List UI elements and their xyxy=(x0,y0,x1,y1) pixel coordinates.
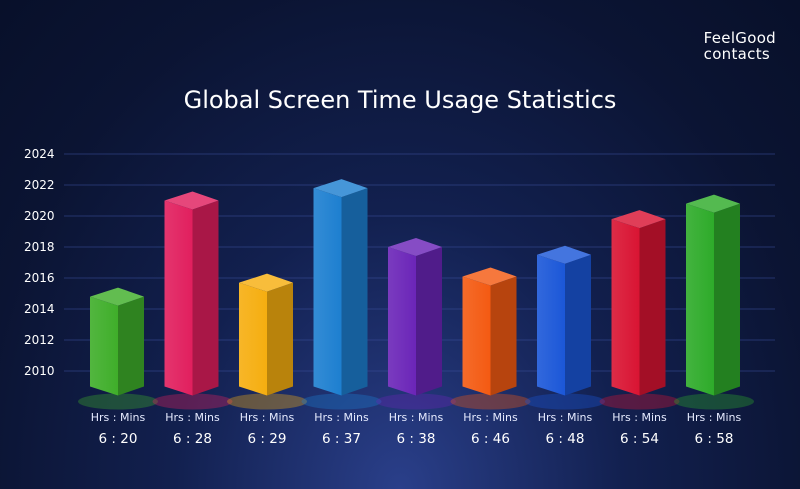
bar-category-label: 6 : 38 xyxy=(397,431,436,447)
bar-category-label: 6 : 29 xyxy=(248,431,287,447)
bar-unit-label: Hrs : Mins xyxy=(463,411,518,424)
bar-top-face xyxy=(537,245,591,264)
bar-unit-label: Hrs : Mins xyxy=(314,411,369,424)
bar-top-face xyxy=(164,191,219,210)
bar-front-face xyxy=(239,282,267,396)
y-tick-label: 2016 xyxy=(24,271,55,285)
bar-glow xyxy=(227,393,307,410)
bar-category-label: 6 : 28 xyxy=(173,431,212,447)
bar xyxy=(376,238,456,410)
y-tick-label: 2012 xyxy=(24,333,55,347)
bar-glow xyxy=(525,393,605,410)
bar-category-label: 6 : 54 xyxy=(620,431,659,447)
bar-side-face xyxy=(267,282,293,396)
bar-category-label: 6 : 20 xyxy=(99,431,138,447)
bar-category-label: 6 : 48 xyxy=(546,431,585,447)
bar-glow xyxy=(301,393,382,410)
bar-unit-label: Hrs : Mins xyxy=(612,411,667,424)
y-axis: 2024 2022 2020 2018 2016 2014 2012 2010 xyxy=(24,147,55,378)
bar-unit-label: Hrs : Mins xyxy=(240,411,295,424)
bar-side-face xyxy=(192,200,219,396)
bar xyxy=(227,273,307,410)
bar-glow xyxy=(376,393,456,410)
bar-top-face xyxy=(462,267,517,286)
bar-unit-label: Hrs : Mins xyxy=(91,411,146,424)
bar-glow xyxy=(674,393,754,410)
y-tick-label: 2018 xyxy=(24,240,55,254)
bar-top-face xyxy=(90,287,144,306)
bar-glow xyxy=(152,393,233,410)
bar-front-face xyxy=(686,203,714,396)
y-tick-label: 2010 xyxy=(24,364,55,378)
y-tick-label: 2022 xyxy=(24,178,55,192)
bar-unit-label: Hrs : Mins xyxy=(389,411,444,424)
bar-unit-label: Hrs : Mins xyxy=(687,411,742,424)
bar-front-face xyxy=(164,200,193,396)
bar-side-face xyxy=(416,247,442,396)
bar-front-face xyxy=(313,188,342,396)
bar-glow xyxy=(78,393,158,410)
bar xyxy=(450,267,531,410)
bar-front-face xyxy=(90,296,118,396)
bar-captions: Hrs : Mins 6 : 20 Hrs : Mins 6 : 28 Hrs : Mi… xyxy=(91,411,742,447)
bar-front-face xyxy=(462,276,491,396)
bar-side-face xyxy=(341,188,368,396)
bar-front-face xyxy=(388,247,416,396)
bar xyxy=(152,191,233,410)
bar-front-face xyxy=(611,219,640,396)
bar xyxy=(525,245,605,410)
bar-side-face xyxy=(639,219,666,396)
bar-top-face xyxy=(388,238,442,256)
bar-top-face xyxy=(313,179,368,198)
chart-title: Global Screen Time Usage Statistics xyxy=(183,86,617,114)
logo-line-1: FeelGood xyxy=(703,29,776,47)
y-tick-label: 2020 xyxy=(24,209,55,223)
bar-unit-label: Hrs : Mins xyxy=(165,411,220,424)
y-tick-label: 2024 xyxy=(24,147,55,161)
bar-side-face xyxy=(490,276,517,396)
y-tick-label: 2014 xyxy=(24,302,55,316)
bar xyxy=(78,287,158,410)
bar-glow xyxy=(450,393,531,410)
bars xyxy=(78,179,754,410)
bar-side-face xyxy=(118,296,144,396)
bar xyxy=(301,179,382,410)
bar-top-face xyxy=(611,210,666,229)
bar-top-face xyxy=(239,273,293,292)
bar xyxy=(674,194,754,410)
bar-category-label: 6 : 58 xyxy=(695,431,734,447)
bar-front-face xyxy=(537,254,565,396)
bar-glow xyxy=(599,393,680,410)
brand-logo: FeelGood contacts xyxy=(704,30,776,62)
bar-unit-label: Hrs : Mins xyxy=(538,411,593,424)
logo-line-2: contacts xyxy=(703,45,771,63)
bar xyxy=(599,210,680,410)
bar-top-face xyxy=(686,194,740,213)
bar-category-label: 6 : 37 xyxy=(322,431,361,447)
bar-side-face xyxy=(565,254,591,396)
bar-side-face xyxy=(714,203,740,396)
bar-category-label: 6 : 46 xyxy=(471,431,510,447)
